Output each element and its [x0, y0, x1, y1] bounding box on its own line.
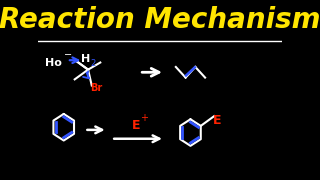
- Text: +: +: [140, 113, 148, 123]
- Text: H: H: [81, 54, 90, 64]
- Text: Ho: Ho: [45, 58, 62, 68]
- Text: Br: Br: [91, 83, 103, 93]
- Text: Reaction Mechanism: Reaction Mechanism: [0, 6, 320, 34]
- Text: E: E: [132, 119, 140, 132]
- Text: 2: 2: [90, 59, 95, 68]
- Text: −: −: [64, 50, 72, 60]
- Text: E: E: [212, 114, 221, 127]
